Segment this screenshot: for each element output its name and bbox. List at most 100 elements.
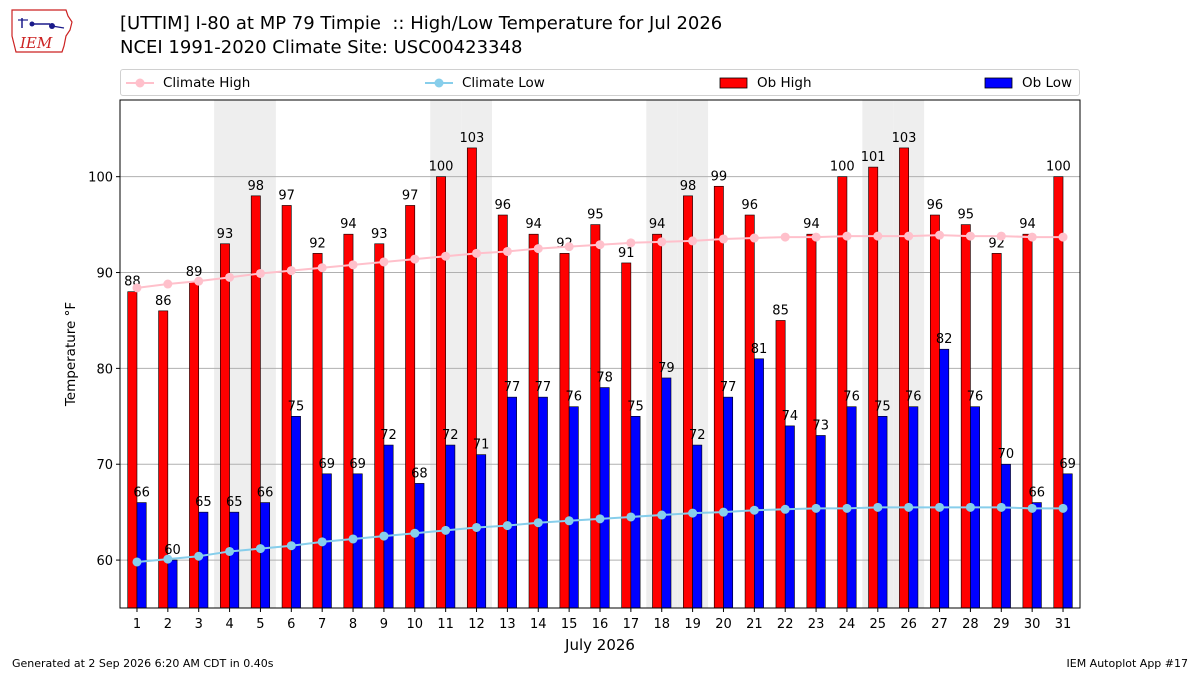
bar-ob-high <box>621 262 632 609</box>
x-tick-label: 17 <box>623 617 640 632</box>
point-climate-high <box>410 254 420 264</box>
point-climate-high <box>1058 232 1068 242</box>
bar-ob-low <box>260 502 271 609</box>
legend-item-ob-high: Ob High <box>719 70 812 95</box>
point-climate-low <box>163 554 173 564</box>
bar-ob-high <box>436 176 446 609</box>
data-label-ob-low: 72 <box>442 428 459 443</box>
point-climate-low <box>842 503 852 513</box>
point-climate-high <box>688 236 698 246</box>
bar-ob-low <box>383 444 394 609</box>
bar-ob-low <box>537 396 548 609</box>
x-tick-label: 1 <box>133 617 141 632</box>
data-label-ob-low: 68 <box>411 466 428 481</box>
point-climate-low <box>996 502 1006 512</box>
legend-label-ob-low: Ob Low <box>1022 74 1073 91</box>
point-climate-high <box>749 233 759 243</box>
bar-ob-high <box>312 253 323 609</box>
point-climate-high <box>379 257 389 267</box>
point-climate-high <box>996 231 1006 241</box>
x-tick-label: 7 <box>318 617 326 632</box>
data-label-ob-low: 76 <box>967 390 984 405</box>
data-label-ob-low: 69 <box>349 457 366 472</box>
x-tick-label: 21 <box>746 617 763 632</box>
x-tick-label: 27 <box>931 617 948 632</box>
bar-ob-high <box>899 147 909 609</box>
data-label-ob-high: 100 <box>830 160 855 175</box>
data-label-ob-high: 98 <box>248 179 265 194</box>
x-tick-label: 26 <box>900 617 917 632</box>
data-label-ob-low: 73 <box>812 418 829 433</box>
data-label-ob-low: 60 <box>164 543 181 558</box>
data-label-ob-high: 96 <box>927 198 944 213</box>
point-climate-high <box>811 232 821 242</box>
point-climate-high <box>965 231 975 241</box>
point-climate-high <box>502 246 512 256</box>
data-label-ob-high: 92 <box>309 236 326 251</box>
data-label-ob-high: 91 <box>618 246 635 261</box>
bar-ob-high <box>374 243 385 609</box>
data-label-ob-high: 89 <box>186 265 203 280</box>
point-climate-low <box>441 525 451 535</box>
bar-ob-low <box>568 406 579 609</box>
bar-ob-high <box>744 214 755 609</box>
point-climate-low <box>132 557 142 567</box>
bar-ob-high <box>929 214 940 609</box>
point-climate-high <box>935 230 945 240</box>
x-tick-label: 25 <box>870 617 887 632</box>
bar-ob-low <box>291 416 301 609</box>
bar-ob-low <box>939 348 950 609</box>
bar-ob-high <box>775 320 786 609</box>
point-climate-high <box>317 263 327 273</box>
x-tick-label: 16 <box>592 617 609 632</box>
logo-text: IEM <box>19 34 53 52</box>
x-tick-label: 29 <box>993 617 1010 632</box>
x-tick-label: 5 <box>256 617 264 632</box>
x-tick-label: 10 <box>407 617 424 632</box>
point-climate-high <box>657 237 667 247</box>
data-label-ob-high: 97 <box>278 188 295 203</box>
bar-ob-high <box>1022 233 1033 609</box>
data-label-ob-low: 77 <box>535 380 552 395</box>
data-label-ob-low: 65 <box>226 495 243 510</box>
data-label-ob-high: 100 <box>429 160 454 175</box>
point-climate-high <box>595 240 605 250</box>
data-label-ob-high: 95 <box>587 208 604 223</box>
bar-ob-low <box>754 358 764 609</box>
bar-ob-high <box>466 147 477 609</box>
bar-ob-low <box>723 396 734 609</box>
point-climate-high <box>780 232 790 242</box>
bar-ob-low <box>1031 502 1042 609</box>
chart-title: [UTTIM] I-80 at MP 79 Timpie :: High/Low… <box>120 13 723 34</box>
point-climate-low <box>472 522 482 532</box>
point-climate-low <box>657 510 667 520</box>
x-tick-label: 15 <box>561 617 578 632</box>
bar-ob-high <box>713 185 724 609</box>
bar-ob-low <box>630 416 641 609</box>
bar-ob-high <box>1053 176 1064 609</box>
bar-ob-low <box>784 425 795 609</box>
point-climate-low <box>348 534 358 544</box>
point-climate-high <box>472 248 482 258</box>
bar-ob-high <box>343 233 354 609</box>
point-climate-high <box>132 283 142 293</box>
data-label-ob-high: 94 <box>340 217 357 232</box>
point-climate-low <box>749 505 759 515</box>
x-tick-label: 6 <box>287 617 295 632</box>
point-climate-low <box>965 502 975 512</box>
bar-ob-low <box>167 559 178 609</box>
data-label-ob-low: 70 <box>998 447 1015 462</box>
bar-ob-high <box>559 253 570 609</box>
x-tick-label: 18 <box>653 617 670 632</box>
x-tick-label: 9 <box>380 617 388 632</box>
point-climate-high <box>873 231 883 241</box>
data-label-ob-low: 65 <box>195 495 212 510</box>
point-climate-low <box>410 528 420 538</box>
y-tick-label: 70 <box>96 458 113 473</box>
point-climate-low <box>595 514 605 524</box>
data-label-ob-low: 75 <box>874 399 891 414</box>
x-tick-label: 20 <box>715 617 732 632</box>
data-label-ob-high: 101 <box>861 150 886 165</box>
x-tick-label: 19 <box>684 617 701 632</box>
point-climate-low <box>935 502 945 512</box>
